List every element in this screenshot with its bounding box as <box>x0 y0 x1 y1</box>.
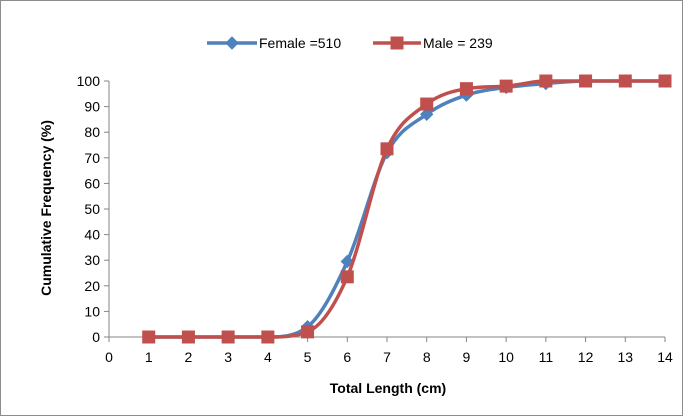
x-tick-label: 7 <box>383 349 391 365</box>
axes <box>108 81 665 338</box>
x-tick-label: 1 <box>145 349 153 365</box>
x-tick-label: 5 <box>304 349 312 365</box>
x-tick-label: 14 <box>657 349 673 365</box>
x-tick-label: 12 <box>578 349 594 365</box>
y-axis-title: Cumulative Frequency (%) <box>38 120 54 296</box>
series-layer <box>142 74 672 344</box>
legend-marker-square <box>390 36 404 50</box>
y-tick-label: 40 <box>84 227 100 243</box>
y-tick-label: 20 <box>84 278 100 294</box>
legend-item: Female =510 <box>207 35 341 51</box>
y-tick-label: 10 <box>84 303 100 319</box>
x-tick-label: 3 <box>224 349 232 365</box>
data-point-square <box>618 74 632 88</box>
x-tick-label: 6 <box>343 349 351 365</box>
data-point-square <box>658 74 672 88</box>
series-female <box>142 74 672 344</box>
data-point-square <box>420 97 434 111</box>
data-point-square <box>142 330 156 344</box>
y-tick-label: 90 <box>84 99 100 115</box>
series-male <box>142 74 672 344</box>
x-tick-label: 9 <box>463 349 471 365</box>
data-point-square <box>340 270 354 284</box>
legend: Female =510 Male = 239 <box>207 35 493 51</box>
y-tick-label: 50 <box>84 201 100 217</box>
x-tick-label: 0 <box>105 349 113 365</box>
data-point-square <box>301 325 315 339</box>
data-point-diamond <box>420 107 434 121</box>
data-point-square <box>261 330 275 344</box>
y-tick-label: 0 <box>92 329 100 345</box>
x-tick-label: 11 <box>539 349 554 365</box>
legend-item: Male = 239 <box>373 35 493 51</box>
x-tick-label: 8 <box>423 349 431 365</box>
data-point-square <box>380 142 394 156</box>
y-tick-label: 60 <box>84 175 100 191</box>
x-tick-label: 4 <box>264 349 272 365</box>
y-tick-label: 30 <box>84 252 100 268</box>
legend-label: Male = 239 <box>423 35 493 51</box>
y-tick-label: 100 <box>77 73 101 89</box>
data-point-square <box>499 79 513 93</box>
data-point-square <box>181 330 195 344</box>
data-point-square <box>221 330 235 344</box>
legend-marker-diamond <box>225 36 239 50</box>
y-axis-ticks: 0 10 20 30 40 50 60 70 80 90 100 <box>77 73 109 345</box>
y-tick-label: 70 <box>84 150 100 166</box>
data-point-square <box>539 74 553 88</box>
x-tick-label: 13 <box>617 349 633 365</box>
legend-label: Female =510 <box>259 35 341 51</box>
series-line <box>148 79 665 339</box>
x-tick-label: 2 <box>185 349 193 365</box>
x-axis-ticks: 0 1 2 3 4 5 6 7 8 9 10 11 12 13 14 <box>105 337 673 365</box>
x-tick-label: 10 <box>498 349 514 365</box>
data-point-square <box>459 82 473 96</box>
x-axis-title: Total Length (cm) <box>330 380 446 396</box>
data-point-square <box>579 74 593 88</box>
y-tick-label: 80 <box>84 124 100 140</box>
